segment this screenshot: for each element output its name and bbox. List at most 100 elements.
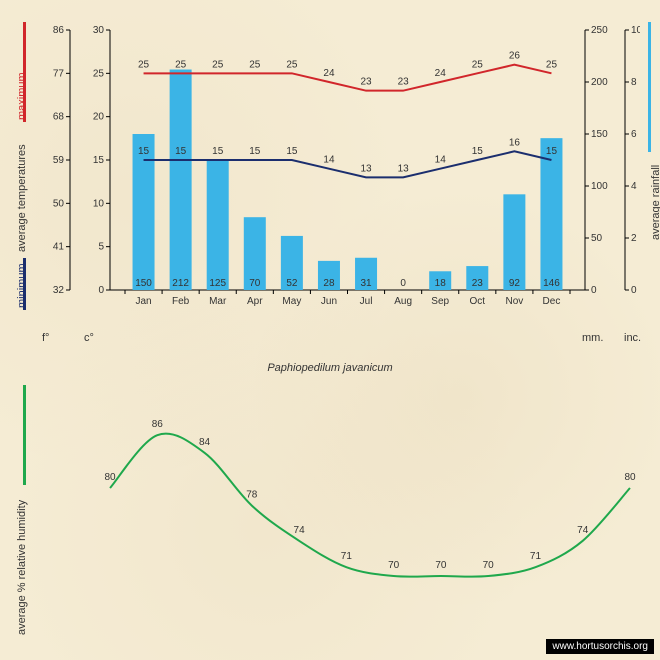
rain-label: 0 <box>400 278 406 289</box>
label-minimum: minimum <box>16 263 28 308</box>
stripe-maximum <box>23 22 26 122</box>
max-temp-label: 25 <box>138 59 150 70</box>
label-avg-temp: average temperatures <box>16 144 28 252</box>
min-temp-label: 16 <box>509 137 521 148</box>
month-label: Apr <box>247 296 263 307</box>
max-temp-label: 25 <box>472 59 484 70</box>
max-temp-line <box>144 65 552 91</box>
min-temp-label: 15 <box>249 146 261 157</box>
rain-label: 23 <box>472 278 484 289</box>
month-label: Oct <box>470 296 486 307</box>
max-temp-label: 23 <box>398 77 410 88</box>
svg-text:86: 86 <box>53 25 65 36</box>
stripe-minimum <box>23 258 26 310</box>
svg-text:10: 10 <box>93 198 105 209</box>
humidity-label: 78 <box>246 490 258 501</box>
svg-text:68: 68 <box>53 112 65 123</box>
svg-text:30: 30 <box>93 25 105 36</box>
svg-text:0: 0 <box>631 285 637 296</box>
month-label: Aug <box>394 296 412 307</box>
humidity-label: 80 <box>104 472 116 483</box>
label-rainfall: average rainfall <box>650 165 660 240</box>
month-label: Jun <box>321 296 337 307</box>
svg-text:25: 25 <box>93 68 105 79</box>
rain-bar <box>133 134 155 290</box>
svg-text:200: 200 <box>591 77 608 88</box>
stripe-humidity <box>23 385 26 485</box>
humidity-label: 86 <box>152 419 164 430</box>
rain-label: 31 <box>360 278 372 289</box>
humidity-label: 74 <box>294 525 306 536</box>
top-chart: 3241505968778605101520253005010015020025… <box>30 10 640 340</box>
svg-text:4: 4 <box>631 181 637 192</box>
rain-label: 52 <box>286 278 298 289</box>
rain-label: 28 <box>323 278 335 289</box>
label-maximum: maximum <box>16 72 28 120</box>
root-container: minimum average temperatures maximum ave… <box>0 0 660 660</box>
rain-bar <box>540 138 562 290</box>
svg-text:50: 50 <box>53 198 65 209</box>
rain-label: 212 <box>172 278 189 289</box>
humidity-label: 70 <box>435 560 447 571</box>
species-title: Paphiopedilum javanicum <box>0 362 660 374</box>
rain-label: 146 <box>543 278 560 289</box>
svg-text:0: 0 <box>591 285 597 296</box>
min-temp-label: 15 <box>286 146 298 157</box>
max-temp-label: 24 <box>323 68 335 79</box>
svg-text:0: 0 <box>98 285 104 296</box>
max-temp-label: 25 <box>175 59 187 70</box>
min-temp-label: 13 <box>398 163 410 174</box>
rain-label: 70 <box>249 278 261 289</box>
min-temp-label: 15 <box>472 146 484 157</box>
month-label: Jan <box>135 296 151 307</box>
svg-text:2: 2 <box>631 233 637 244</box>
rain-label: 125 <box>209 278 226 289</box>
humidity-label: 70 <box>483 560 495 571</box>
max-temp-label: 25 <box>286 59 298 70</box>
stripe-rainfall <box>648 22 651 152</box>
watermark: www.hortusorchis.org <box>546 639 654 654</box>
humidity-label: 70 <box>388 560 400 571</box>
max-temp-label: 24 <box>435 68 447 79</box>
bottom-chart: 80 86 84 78 74 71 70 70 70 71 74 80 <box>30 380 640 650</box>
max-temp-label: 23 <box>360 77 372 88</box>
month-label: Dec <box>543 296 561 307</box>
humidity-label: 84 <box>199 437 211 448</box>
rain-label: 92 <box>509 278 521 289</box>
min-temp-label: 14 <box>323 155 335 166</box>
svg-text:20: 20 <box>93 112 105 123</box>
svg-text:59: 59 <box>53 155 65 166</box>
humidity-label: 80 <box>624 472 636 483</box>
humidity-label: 71 <box>530 551 542 562</box>
max-temp-label: 25 <box>212 59 224 70</box>
rain-label: 18 <box>435 278 447 289</box>
min-temp-label: 15 <box>546 146 558 157</box>
svg-text:5: 5 <box>98 242 104 253</box>
svg-text:10: 10 <box>631 25 640 36</box>
svg-text:77: 77 <box>53 68 65 79</box>
min-temp-line <box>144 151 552 177</box>
svg-text:32: 32 <box>53 285 65 296</box>
humidity-label: 71 <box>341 551 353 562</box>
svg-text:100: 100 <box>591 181 608 192</box>
month-label: Jul <box>360 296 373 307</box>
max-temp-label: 25 <box>546 59 558 70</box>
humidity-line <box>110 434 630 577</box>
svg-text:250: 250 <box>591 25 608 36</box>
svg-text:15: 15 <box>93 155 105 166</box>
humidity-label: 74 <box>577 525 589 536</box>
rain-bar <box>170 70 192 290</box>
month-label: Feb <box>172 296 190 307</box>
month-label: Sep <box>431 296 449 307</box>
svg-text:8: 8 <box>631 77 637 88</box>
label-humidity: average % relative humidity <box>16 500 28 635</box>
rain-bar <box>207 160 229 290</box>
max-temp-label: 26 <box>509 51 521 62</box>
svg-text:6: 6 <box>631 129 637 140</box>
min-temp-label: 15 <box>212 146 224 157</box>
svg-text:41: 41 <box>53 242 65 253</box>
min-temp-label: 15 <box>175 146 187 157</box>
month-label: Mar <box>209 296 227 307</box>
min-temp-label: 13 <box>360 163 372 174</box>
min-temp-label: 14 <box>435 155 447 166</box>
